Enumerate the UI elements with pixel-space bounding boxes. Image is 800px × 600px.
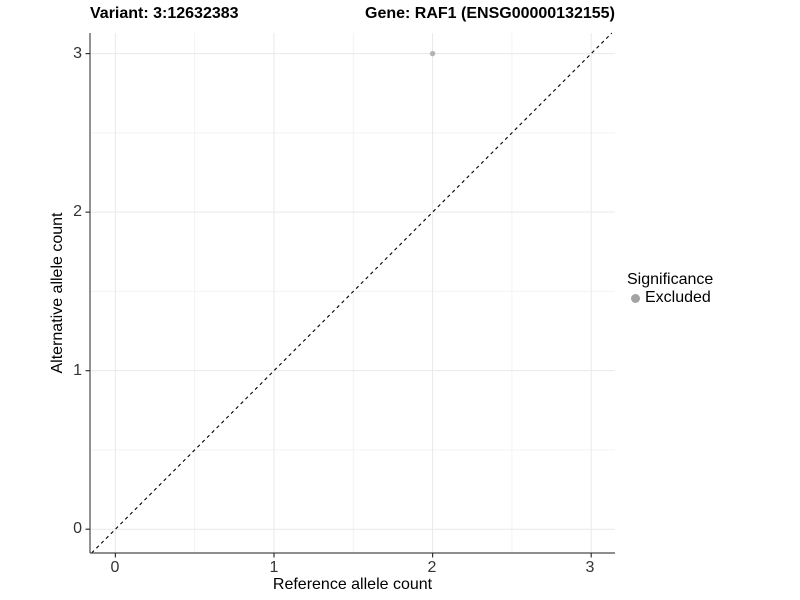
- plot-title-variant: Variant: 3:12632383: [90, 5, 239, 22]
- data-point: [429, 50, 436, 57]
- x-tick-label-1: 1: [269, 559, 279, 576]
- y-tick-label-2: 2: [73, 203, 82, 220]
- legend-title: Significance: [627, 271, 714, 288]
- legend-item-label: Excluded: [645, 289, 711, 306]
- legend-circle-marker-icon: [631, 293, 640, 303]
- y-axis-label: Alternative allele count: [49, 212, 66, 374]
- plot-title-gene: Gene: RAF1 (ENSG00000132155): [365, 5, 615, 22]
- x-tick-label-3: 3: [585, 559, 595, 576]
- identity-reference-line: [91, 32, 613, 554]
- y-tick-label-0: 0: [73, 520, 82, 537]
- legend: Significance Excluded: [627, 270, 713, 307]
- x-tick-label-0: 0: [110, 559, 120, 576]
- y-tick-label-3: 3: [73, 45, 82, 62]
- x-tick-label-2: 2: [427, 559, 437, 576]
- y-tick-label-1: 1: [73, 362, 82, 379]
- x-axis-label: Reference allele count: [272, 576, 433, 593]
- legend-item-excluded: Excluded: [631, 289, 713, 307]
